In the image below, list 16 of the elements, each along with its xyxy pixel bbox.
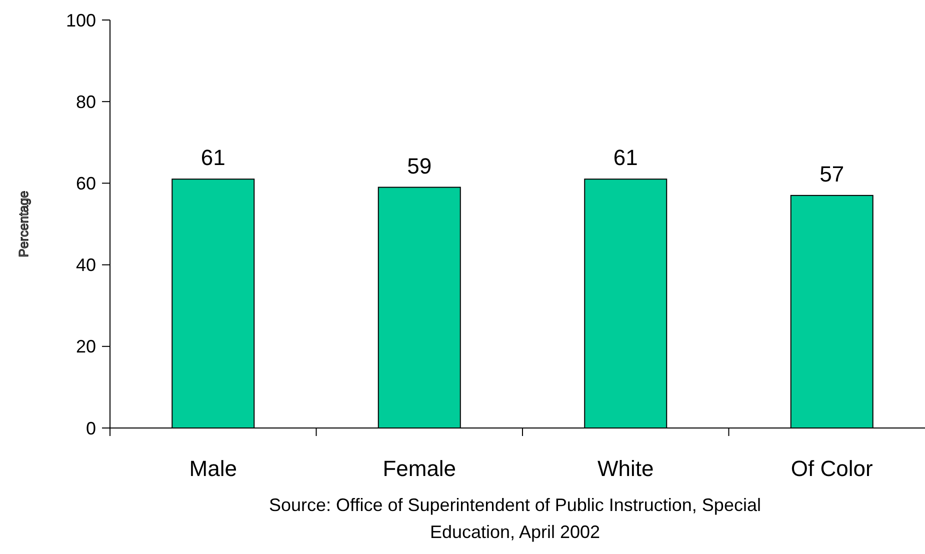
data-label: 57 bbox=[820, 161, 844, 186]
data-label: 59 bbox=[407, 153, 432, 178]
x-tick-label: Male bbox=[189, 456, 237, 481]
y-axis-title: Percentage bbox=[16, 190, 31, 258]
source-note: Source: Office of Superintendent of Public Instruction, Special Education, April 2002 bbox=[269, 495, 761, 542]
x-tick-label: Female bbox=[382, 456, 456, 481]
y-tick-label: 80 bbox=[76, 92, 96, 112]
x-tick-label: White bbox=[598, 456, 654, 481]
data-label: 61 bbox=[613, 145, 638, 170]
y-tick-label: 0 bbox=[86, 418, 96, 438]
x-tick-label: Of Color bbox=[790, 456, 873, 481]
y-tick-label: 100 bbox=[66, 10, 96, 30]
y-tick-label: 40 bbox=[76, 255, 96, 276]
y-tick-label: 60 bbox=[76, 174, 96, 194]
data-label: 61 bbox=[200, 145, 226, 170]
y-tick-label: 20 bbox=[76, 336, 96, 357]
